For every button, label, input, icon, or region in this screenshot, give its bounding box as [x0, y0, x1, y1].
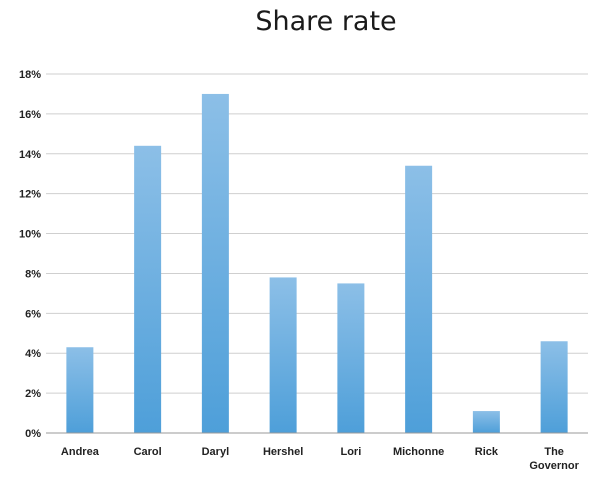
y-tick-label: 4% — [25, 348, 41, 360]
bar-hershel — [269, 277, 297, 433]
bar-rick — [472, 411, 500, 433]
y-tick-label: 6% — [25, 308, 41, 320]
y-tick-label: 0% — [25, 428, 41, 440]
bars — [66, 93, 568, 434]
x-category-label: Michonne — [393, 446, 444, 458]
x-category-label: Hershel — [263, 446, 303, 458]
y-tick-label: 8% — [25, 268, 41, 280]
y-tick-label: 2% — [25, 388, 41, 400]
bar-lori — [337, 283, 365, 433]
y-axis-ticks: 0% 2% 4% 6% 8% 10% 12% 14% 16% 18% — [19, 69, 41, 440]
bar-carol — [134, 145, 162, 434]
x-category-label: Daryl — [202, 446, 230, 458]
y-tick-label: 12% — [19, 189, 41, 201]
bar-the-governor — [540, 341, 568, 433]
x-category-label: Lori — [340, 446, 361, 458]
x-category-label: Rick — [475, 446, 499, 458]
bar-andrea — [66, 347, 94, 433]
y-tick-label: 10% — [19, 229, 41, 241]
y-tick-label: 16% — [19, 109, 41, 121]
chart-title: Share rate — [255, 6, 396, 37]
x-axis-category-labels: Andrea Carol Daryl Hershel Lori Michonne Rick T… — [61, 446, 580, 472]
y-tick-label: 14% — [19, 149, 41, 161]
y-tick-label: 18% — [19, 69, 41, 81]
x-category-label: The Governor — [529, 446, 579, 472]
bar-michonne — [405, 165, 433, 433]
gridlines — [46, 73, 588, 434]
x-category-label: Carol — [134, 446, 162, 458]
bar-daryl — [201, 93, 229, 433]
x-category-label: Andrea — [61, 446, 100, 458]
